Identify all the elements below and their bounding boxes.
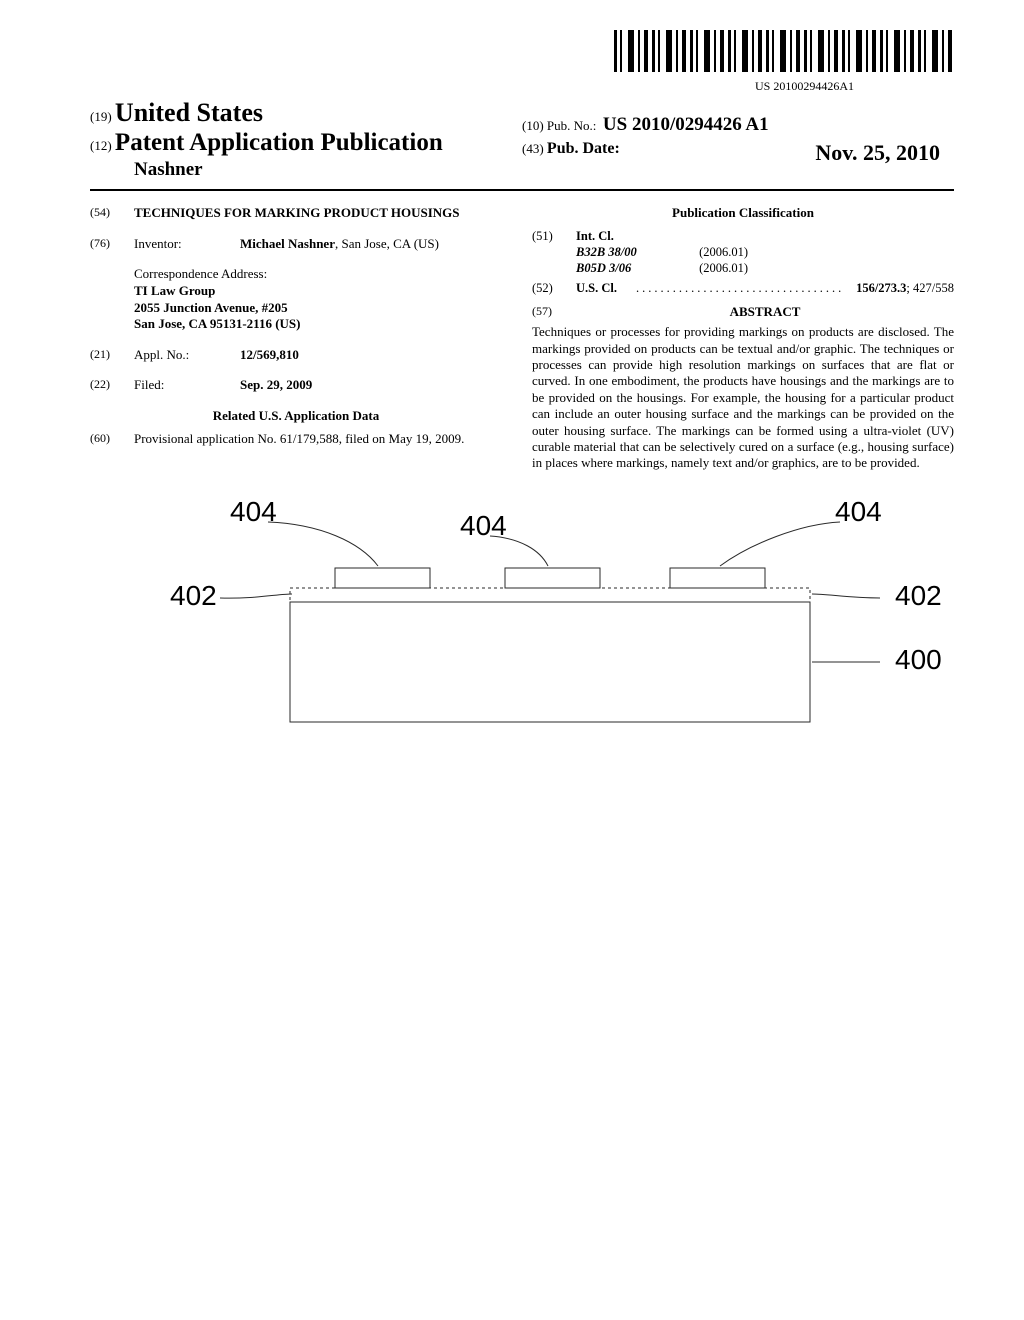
- left-column: (54) TECHNIQUES FOR MARKING PRODUCT HOUS…: [90, 205, 522, 472]
- code-52: (52): [532, 280, 576, 296]
- author-name: Nashner: [90, 159, 522, 181]
- correspondence-l3: San Jose, CA 95131-2116 (US): [134, 316, 502, 333]
- intcl-year: (2006.01): [699, 261, 748, 275]
- pub-type: Patent Application Publication: [115, 129, 443, 156]
- pubdate-value: Nov. 25, 2010: [815, 140, 954, 166]
- barcode-block: US 20100294426A1: [90, 30, 954, 94]
- code-19: (19): [90, 109, 112, 124]
- invention-title: TECHNIQUES FOR MARKING PRODUCT HOUSINGS: [134, 205, 502, 222]
- abstract-body: Techniques or processes for providing ma…: [532, 324, 954, 471]
- intcl-symbol: B05D 3/06: [576, 260, 696, 276]
- body-columns: (54) TECHNIQUES FOR MARKING PRODUCT HOUS…: [90, 205, 954, 472]
- figure-svg: [160, 502, 940, 762]
- intcl-row: B05D 3/06 (2006.01): [532, 260, 954, 276]
- pubdate-line: (43) Pub. Date: Nov. 25, 2010: [522, 140, 954, 158]
- code-60: (60): [90, 431, 134, 448]
- title-item: (54) TECHNIQUES FOR MARKING PRODUCT HOUS…: [90, 205, 502, 222]
- barcode-text: US 20100294426A1: [90, 79, 954, 94]
- barcode-graphic: [614, 30, 954, 72]
- code-76: (76): [90, 236, 134, 253]
- figure-area: 404 404 404 402 402 400: [90, 502, 954, 802]
- intcl-line: (51) Int. Cl.: [532, 228, 954, 244]
- intcl-row: B32B 38/00 (2006.01): [532, 244, 954, 260]
- code-22: (22): [90, 377, 134, 394]
- code-54: (54): [90, 205, 134, 222]
- fig-label-402: 402: [895, 580, 942, 612]
- pubno-value: US 2010/0294426 A1: [603, 114, 769, 135]
- inventor-value: Michael Nashner, San Jose, CA (US): [240, 236, 502, 253]
- related-data-head: Related U.S. Application Data: [90, 408, 502, 425]
- code-12: (12): [90, 138, 112, 153]
- correspondence-label: Correspondence Address:: [134, 266, 502, 283]
- abstract-header: (57) ABSTRACT: [532, 304, 954, 321]
- filed-item: (22) Filed: Sep. 29, 2009: [90, 377, 502, 394]
- pubno-line: (10) Pub. No.: US 2010/0294426 A1: [522, 114, 954, 136]
- code-51: (51): [532, 228, 576, 244]
- correspondence-block: Correspondence Address: TI Law Group 205…: [90, 266, 502, 333]
- intcl-symbol: B32B 38/00: [576, 244, 696, 260]
- intcl-year: (2006.01): [699, 245, 748, 259]
- code-57: (57): [532, 304, 576, 321]
- uscl-val2: ; 427/558: [906, 281, 954, 295]
- inventor-item: (76) Inventor: Michael Nashner, San Jose…: [90, 236, 502, 253]
- pubno-label: Pub. No.:: [547, 118, 596, 133]
- intcl-label: Int. Cl.: [576, 228, 636, 244]
- code-21: (21): [90, 347, 134, 364]
- filed-value: Sep. 29, 2009: [240, 377, 502, 394]
- correspondence-l2: 2055 Junction Avenue, #205: [134, 300, 502, 317]
- abstract-title: ABSTRACT: [576, 304, 954, 321]
- divider: [90, 189, 954, 191]
- right-column: Publication Classification (51) Int. Cl.…: [522, 205, 954, 472]
- fig-label-400: 400: [895, 644, 942, 676]
- pub-type-line: (12) Patent Application Publication: [90, 129, 522, 157]
- fig-label-404: 404: [835, 496, 882, 528]
- code-10: (10): [522, 118, 544, 133]
- code-43: (43): [522, 141, 544, 156]
- inventor-loc: , San Jose, CA (US): [335, 236, 439, 251]
- applno-value: 12/569,810: [240, 347, 502, 364]
- uscl-line: (52) U.S. Cl. ..........................…: [532, 280, 954, 296]
- inventor-name: Michael Nashner: [240, 236, 335, 251]
- uscl-val1: 156/273.3: [856, 281, 906, 295]
- applno-item: (21) Appl. No.: 12/569,810: [90, 347, 502, 364]
- intcl-block: (51) Int. Cl. B32B 38/00 (2006.01) B05D …: [532, 228, 954, 276]
- provisional-text: Provisional application No. 61/179,588, …: [134, 431, 502, 448]
- country-line: (19) United States: [90, 98, 522, 128]
- fig-label-404: 404: [230, 496, 277, 528]
- pubdate-label: Pub. Date:: [547, 140, 620, 157]
- inventor-label: Inventor:: [134, 236, 240, 253]
- country-name: United States: [115, 98, 263, 127]
- filed-label: Filed:: [134, 377, 240, 394]
- fig-label-404: 404: [460, 510, 507, 542]
- fig-label-402: 402: [170, 580, 217, 612]
- applno-label: Appl. No.:: [134, 347, 240, 364]
- correspondence-l1: TI Law Group: [134, 283, 502, 300]
- uscl-label: U.S. Cl.: [576, 280, 636, 296]
- uscl-values: 156/273.3; 427/558: [856, 280, 954, 296]
- dot-leader: ..................................: [636, 280, 856, 296]
- header-row: (19) United States (12) Patent Applicati…: [90, 98, 954, 181]
- classification-head: Publication Classification: [532, 205, 954, 222]
- provisional-item: (60) Provisional application No. 61/179,…: [90, 431, 502, 448]
